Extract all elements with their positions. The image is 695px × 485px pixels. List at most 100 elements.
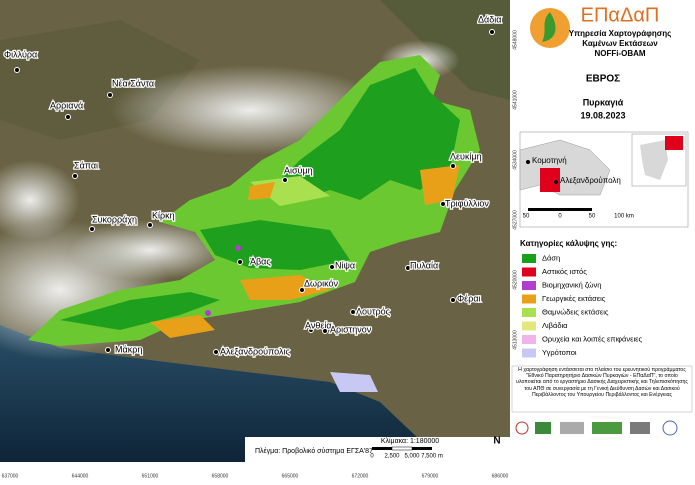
x-coord: 637000: [2, 473, 19, 479]
legend-swatch: [522, 348, 536, 358]
place-label: Λευκίμη: [450, 151, 482, 161]
place-label: Αλεξανδρούπολις: [220, 346, 290, 356]
place-dot: [147, 222, 153, 228]
logo: [535, 422, 551, 434]
place-label: Τριφύλλιον: [445, 198, 489, 208]
inset-greece: [640, 140, 668, 180]
x-coord: 672000: [352, 473, 369, 479]
y-coord: 4527000: [512, 210, 518, 230]
burn-agri: [248, 182, 275, 200]
x-coord: 644000: [72, 473, 89, 479]
legend-swatch: [522, 321, 536, 331]
place-dot: [72, 173, 78, 179]
logo: [560, 422, 584, 434]
note: Η χαρτογράφηση εντάσσεται στο πλαίσιο το…: [516, 367, 688, 398]
note-box: [511, 365, 693, 413]
burn-forest: [60, 292, 220, 330]
legend-label: Βιομηχανική ζώνη: [542, 280, 601, 289]
legend-label: Αστικός ιστός: [542, 267, 587, 276]
legend-swatch: [522, 335, 536, 344]
x-coord: 651000: [142, 473, 159, 479]
place-label: Συκορράχη: [92, 214, 137, 224]
sea: [0, 325, 430, 462]
inset-area: [540, 168, 560, 192]
place-dot: [14, 67, 20, 73]
logo-leaf: [542, 12, 556, 42]
place-dot: [329, 264, 335, 270]
place-dot: [450, 297, 456, 303]
place-dot: [440, 201, 446, 207]
legend-label: Δάση: [542, 253, 560, 262]
place-label: Πυλαία: [410, 260, 438, 270]
place-label: Φέραι: [457, 293, 481, 303]
logo-text: ΕΠαΔαΠ: [581, 4, 660, 26]
x-coord: 665000: [282, 473, 299, 479]
place-dot: [105, 347, 111, 353]
legend-label: Ορυχεία και λοιπές επιφάνειες: [542, 334, 642, 343]
partner-logos: [515, 420, 678, 436]
note-text: Η χαρτογράφηση εντάσσεται στο πλαίσιο το…: [516, 367, 688, 398]
place-label: Άβας: [250, 256, 271, 266]
place-label: Δωρικόν: [304, 278, 339, 288]
project: NOFFi-OBAM: [594, 49, 645, 58]
place-dot: [405, 265, 411, 271]
north-arrow: N: [493, 436, 500, 447]
place-label: Μάκρη: [115, 344, 142, 354]
legend-swatch: [522, 267, 536, 277]
place-dot: [322, 328, 328, 334]
burn-agri: [420, 165, 460, 205]
inset-scale-bar: [528, 208, 592, 211]
legend-swatch: [522, 308, 536, 317]
place-dot: [65, 114, 71, 120]
burn-forest: [200, 220, 350, 270]
place-label: Αισύμη: [284, 165, 313, 175]
inset-scale-label: 0: [558, 214, 562, 220]
scale-unit: 2,500: [384, 454, 400, 460]
legend-title: Κατηγορίες κάλυψης γης:: [520, 239, 617, 248]
y-coord: 4541000: [512, 90, 518, 110]
scale-text: Κλίμακα: 1:180000: [381, 437, 439, 445]
y-coord: 4513000: [512, 330, 518, 350]
logo: [515, 421, 529, 435]
legend-label: Λιβάδια: [542, 321, 568, 330]
place-label: Ανθεία: [305, 320, 332, 330]
logo: [592, 422, 622, 434]
region: ΕΒΡΟΣ: [586, 74, 620, 85]
service: Υπηρεσία Χαρτογράφησης: [569, 29, 672, 38]
x-coord: 686000: [492, 473, 509, 479]
date: 19.08.2023: [580, 110, 625, 120]
place-dot: [308, 327, 314, 333]
place-dot: [213, 349, 219, 355]
y-coord: 4534000: [512, 150, 518, 170]
legend-swatch: [522, 254, 536, 263]
place-label: Αριστηνον: [330, 324, 372, 334]
inset-area: [665, 136, 683, 150]
wetland: [330, 372, 378, 392]
y-coord: 4520000: [512, 270, 518, 290]
y-coord: 4548000: [512, 30, 518, 50]
place-dot: [450, 163, 456, 169]
x-coord: 679000: [422, 473, 439, 479]
scale-box: Πλέγμα: Προβολικό σύστημα ΕΓΣΑ'87 Κλίμακ…: [245, 436, 510, 462]
place-dot: [350, 309, 356, 315]
inset-scale-label: 50: [523, 214, 530, 220]
legend-label: Γεωργικές εκτάσεις: [542, 294, 606, 303]
map: Φιλλύρα Νέα Σάντα Αρριανά Σάπαι Συκορράχη Κίρ…: [0, 0, 510, 462]
scale-unit: 0: [370, 454, 374, 460]
place-label: Νίψα: [335, 260, 355, 270]
place-dot: [237, 259, 243, 265]
place-label: Κίρκη: [152, 210, 175, 220]
place-dot: [89, 226, 95, 232]
place-dot: [489, 29, 495, 35]
logo: [630, 422, 650, 434]
place-label: Νέα Σάντα: [112, 78, 154, 88]
scale-bar: [391, 446, 413, 451]
event: Πυρκαγιά: [583, 97, 624, 107]
industrial: [235, 245, 241, 251]
service: Καμένων Εκτάσεων: [582, 39, 658, 48]
burn-forest: [270, 68, 460, 200]
x-coord: 658000: [212, 473, 229, 479]
scale-unit: 5,000: [404, 454, 420, 460]
smoke: [0, 160, 80, 240]
